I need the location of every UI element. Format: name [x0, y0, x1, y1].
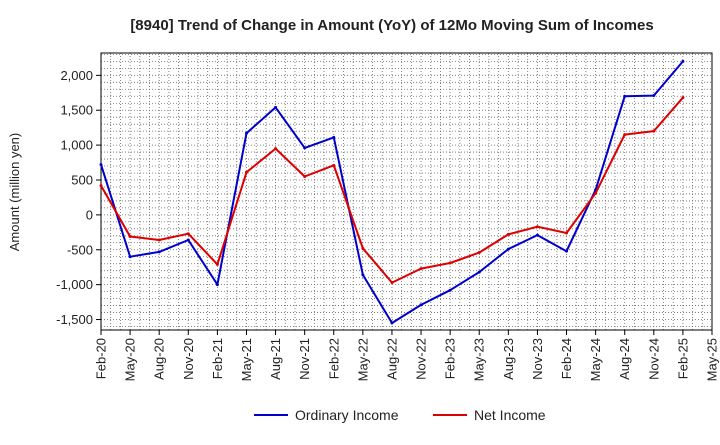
series-layer [99, 59, 685, 325]
data-point [623, 94, 627, 98]
data-point [361, 246, 365, 250]
x-tick-label: Aug-20 [152, 338, 167, 380]
x-tick-label: Aug-24 [617, 338, 632, 380]
x-tick-label: Nov-22 [414, 338, 429, 380]
y-tick-label: 500 [71, 172, 93, 187]
data-point [157, 250, 161, 254]
data-point [244, 131, 248, 135]
y-tick-label: -500 [67, 242, 93, 257]
data-point [215, 283, 219, 287]
x-tick-label: May-20 [123, 338, 138, 381]
x-tick-label: Feb-25 [675, 338, 690, 379]
x-tick-label: Aug-22 [384, 338, 399, 380]
data-point [186, 238, 190, 242]
plot-frame [100, 52, 713, 331]
x-tick-label: Aug-21 [268, 338, 283, 380]
x-tick-label: May-22 [355, 338, 370, 381]
data-point [332, 135, 336, 139]
data-point [128, 235, 132, 239]
y-axis-label: Amount (million yen) [7, 133, 22, 252]
y-tick-label: -1,500 [56, 312, 93, 327]
data-point [274, 105, 278, 109]
data-point [506, 247, 510, 251]
x-tick-label: May-21 [239, 338, 254, 381]
x-tick-label: Aug-23 [501, 338, 516, 380]
y-tick-label: 0 [86, 207, 93, 222]
data-point [361, 273, 365, 277]
chart-title: [8940] Trend of Change in Amount (YoY) o… [130, 17, 653, 34]
data-point [128, 255, 132, 259]
legend: Ordinary Income Net Income [254, 407, 546, 423]
y-tick-label: -1,000 [56, 277, 93, 292]
data-point [390, 321, 394, 325]
x-tick-label: Feb-21 [210, 338, 225, 379]
data-point [157, 238, 161, 242]
x-tick-label: Nov-24 [646, 338, 661, 380]
data-point [419, 267, 423, 271]
x-tick-label: Nov-20 [181, 338, 196, 380]
y-tick-label: 2,000 [60, 68, 93, 83]
axis-layer: 2,0001,5001,0005000-500-1,000-1,500Feb-2… [56, 52, 720, 381]
data-point [652, 129, 656, 133]
data-point [535, 225, 539, 229]
data-point [623, 133, 627, 137]
data-point [448, 261, 452, 265]
x-tick-label: Feb-20 [94, 338, 109, 379]
x-tick-label: Feb-23 [443, 338, 458, 379]
x-tick-label: Nov-23 [530, 338, 545, 380]
data-point [419, 303, 423, 307]
legend-label: Ordinary Income [295, 407, 399, 423]
x-tick-label: Nov-21 [297, 338, 312, 380]
grid-layer [101, 53, 712, 330]
y-tick-label: 1,500 [60, 103, 93, 118]
data-point [565, 231, 569, 235]
data-point [303, 146, 307, 150]
data-point [244, 170, 248, 174]
data-point [215, 262, 219, 266]
data-point [99, 163, 103, 167]
data-point [99, 184, 103, 188]
data-point [652, 94, 656, 98]
data-point [390, 281, 394, 285]
data-point [594, 191, 598, 195]
data-point [448, 288, 452, 292]
data-point [565, 249, 569, 253]
data-point [332, 163, 336, 167]
x-tick-label: May-24 [588, 338, 603, 381]
data-point [681, 96, 685, 100]
x-tick-label: Feb-24 [559, 338, 574, 379]
legend-label: Net Income [474, 407, 546, 423]
data-point [681, 59, 685, 63]
data-point [477, 270, 481, 274]
y-tick-label: 1,000 [60, 138, 93, 153]
data-point [535, 233, 539, 237]
data-point [274, 147, 278, 151]
x-tick-label: Feb-22 [326, 338, 341, 379]
data-point [477, 251, 481, 255]
x-tick-label: May-25 [705, 338, 720, 381]
data-point [506, 232, 510, 236]
data-point [303, 174, 307, 178]
x-tick-label: May-23 [472, 338, 487, 381]
data-point [186, 232, 190, 236]
